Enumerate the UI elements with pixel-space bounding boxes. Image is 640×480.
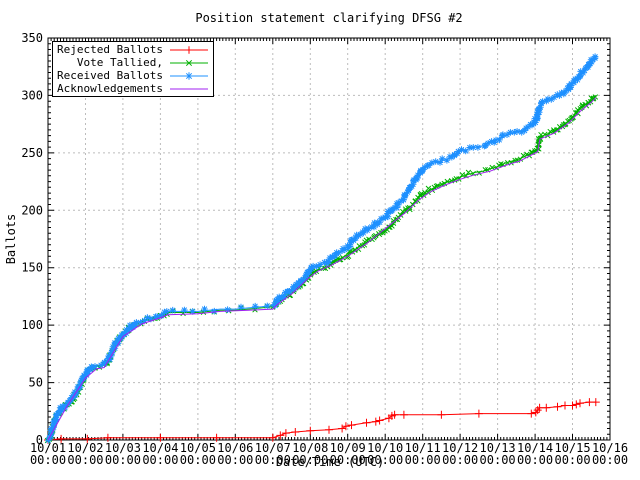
legend-label: Vote Tallied, — [76, 56, 163, 69]
series-acknowledgements-line — [47, 97, 597, 441]
legend-label: Received Ballots — [57, 69, 163, 82]
x-tick-time-label: 00:00 — [405, 453, 441, 467]
legend: Rejected Ballots Vote Tallied, Received Ba… — [52, 41, 214, 97]
x-tick-time-label: 00:00 — [255, 453, 291, 467]
x-tick-label: 10/15 — [554, 441, 590, 455]
y-tick-label: 350 — [21, 31, 43, 45]
x-tick-label: 10/11 — [405, 441, 441, 455]
x-tick-label: 10/10 — [367, 441, 403, 455]
plot-border — [47, 37, 611, 441]
x-tick-time-label: 00:00 — [517, 453, 553, 467]
legend-label: Rejected Ballots — [57, 43, 163, 56]
x-tick-time-label: 00:00 — [554, 453, 590, 467]
x-tick-label: 10/08 — [292, 441, 328, 455]
x-tick-label: 10/14 — [517, 441, 553, 455]
x-tick-label: 10/12 — [442, 441, 478, 455]
x-tick-time-label: 00:00 — [30, 453, 66, 467]
grid-lines — [48, 38, 610, 440]
y-tick-label: 250 — [21, 146, 43, 160]
x-tick-label: 10/09 — [330, 441, 366, 455]
x-tick-time-label: 00:00 — [367, 453, 403, 467]
x-tick-label: 10/13 — [480, 441, 516, 455]
legend-entry: Rejected Ballots — [56, 43, 210, 56]
x-tick-time-label: 00:00 — [180, 453, 216, 467]
x-tick-time-label: 00:00 — [217, 453, 253, 467]
x-tick-time-label: 00:00 — [142, 453, 178, 467]
x-tick-time-label: 00:00 — [292, 453, 328, 467]
x-tick-label: 10/06 — [217, 441, 253, 455]
legend-label: Acknowledgements — [57, 82, 163, 95]
legend-entry: Acknowledgements — [56, 82, 210, 95]
legend-asterisk-sample-icon — [170, 71, 208, 80]
x-tick-time-label: 00:00 — [105, 453, 141, 467]
x-axis-title: Date/Time (UTC) — [275, 455, 385, 469]
y-tick-label: 150 — [21, 261, 43, 275]
legend-plus-sample-icon — [170, 45, 208, 54]
x-tick-time-label: 00:00 — [442, 453, 478, 467]
y-tick-label: 100 — [21, 318, 43, 332]
legend-entry: Received Ballots — [56, 69, 210, 82]
x-tick-label: 10/05 — [180, 441, 216, 455]
axis-ticks — [47, 37, 611, 441]
y-tick-label: 0 — [36, 433, 43, 447]
x-tick-label: 10/03 — [105, 441, 141, 455]
y-tick-label: 200 — [21, 203, 43, 217]
x-tick-time-label: 00:00 — [480, 453, 516, 467]
x-tick-label: 10/04 — [142, 441, 178, 455]
x-tick-time-label: 00:00 — [330, 453, 366, 467]
y-tick-label: 300 — [21, 88, 43, 102]
x-tick-label: 10/16 — [592, 441, 628, 455]
legend-none-sample-icon — [170, 88, 208, 89]
y-tick-label: 50 — [29, 376, 43, 390]
series-received-ballots-markers — [45, 53, 599, 444]
x-tick-label: 10/01 — [30, 441, 66, 455]
x-tick-label: 10/07 — [255, 441, 291, 455]
chart-title: Position statement clarifying DFSG #2 — [195, 11, 463, 25]
legend-entry: Vote Tallied, — [56, 56, 210, 69]
x-tick-time-label: 00:00 — [67, 453, 103, 467]
legend-cross-sample-icon — [170, 59, 208, 66]
x-tick-label: 10/02 — [67, 441, 103, 455]
x-tick-time-label: 00:00 — [592, 453, 628, 467]
series-rejected-ballots-line — [47, 401, 596, 441]
